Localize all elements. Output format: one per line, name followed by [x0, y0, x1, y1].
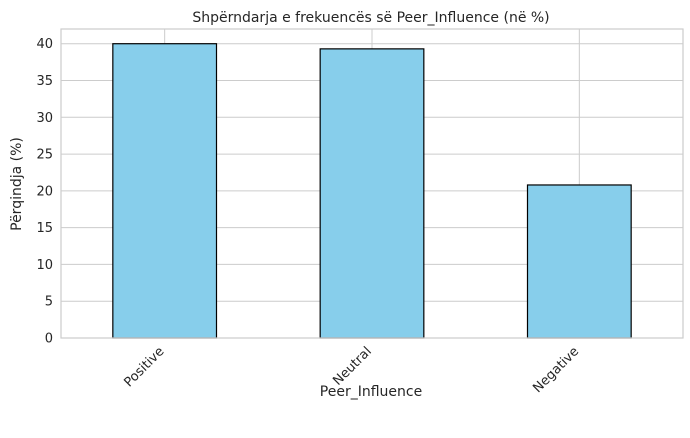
- y-axis-title: Përqindja (%): [9, 137, 25, 231]
- y-tick-labels: 0 5 10 15 20 25 30 35 40: [36, 37, 53, 346]
- plot-frame: [60, 28, 684, 339]
- bars-layer: [112, 43, 632, 339]
- y-tick-label: 30: [36, 111, 53, 126]
- y-tick-label: 40: [36, 37, 53, 52]
- y-tick-label: 10: [36, 258, 53, 273]
- y-tick-label: 20: [36, 184, 53, 199]
- bar-neutral: [319, 48, 425, 339]
- y-tick-label: 5: [45, 295, 53, 310]
- y-tick-label: 25: [36, 148, 53, 163]
- y-tick-label: 0: [45, 332, 53, 347]
- y-tick-label: 35: [36, 74, 53, 89]
- y-tick-label: 15: [36, 221, 53, 236]
- chart-title: Shpërndarja e frekuencës së Peer_Influen…: [192, 10, 549, 26]
- x-tick-label: Positive: [121, 344, 167, 390]
- x-axis-title: Peer_Influence: [320, 384, 422, 400]
- bar-negative: [526, 184, 632, 339]
- x-tick-label: Negative: [530, 344, 582, 396]
- x-tick-label: Neutral: [330, 344, 375, 389]
- bar-positive: [112, 43, 218, 339]
